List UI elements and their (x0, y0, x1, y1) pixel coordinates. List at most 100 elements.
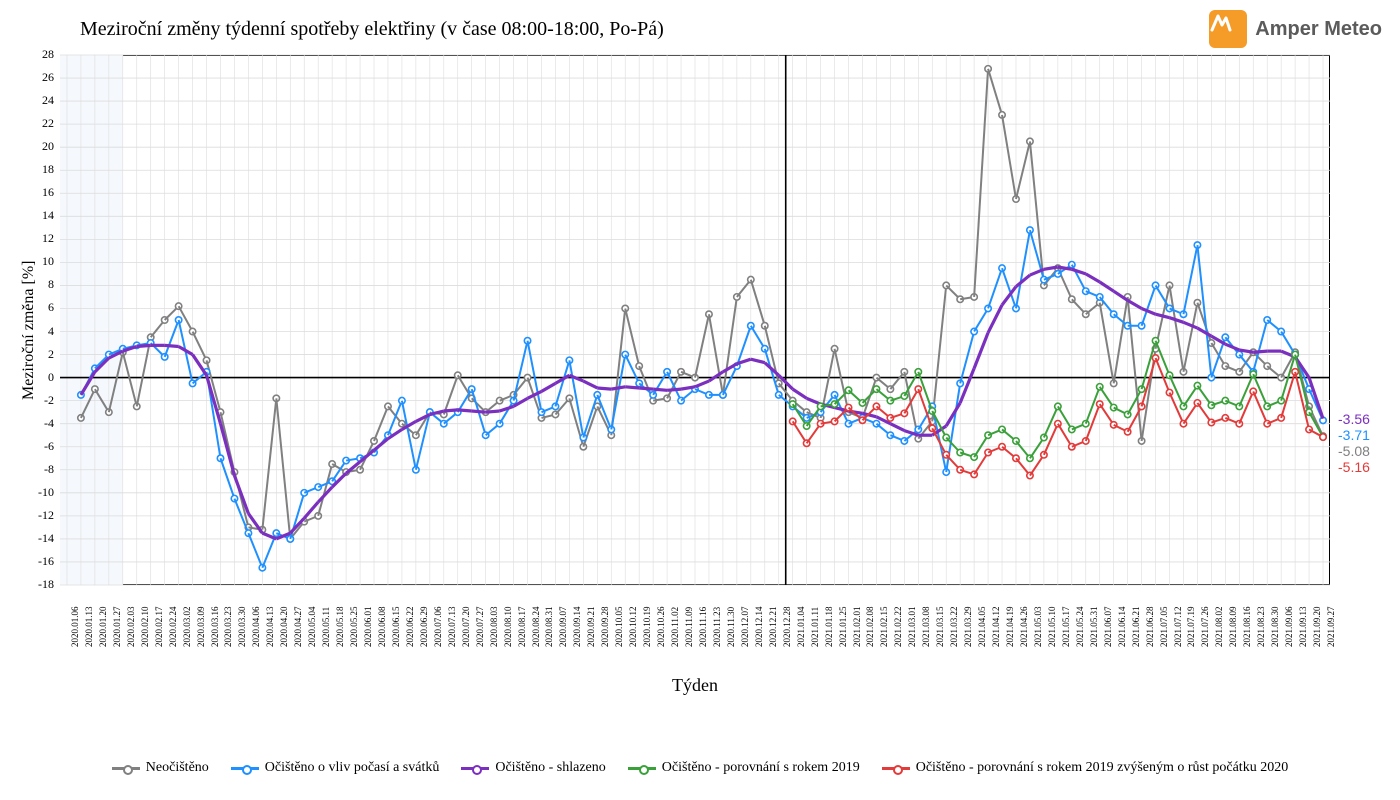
y-tick: 18 (24, 162, 54, 177)
x-tick: 2021.09.13 (1298, 607, 1308, 648)
x-tick: 2020.03.30 (237, 607, 247, 648)
x-tick: 2020.10.12 (628, 607, 638, 648)
x-tick: 2020.04.13 (265, 607, 275, 648)
x-tick: 2020.03.16 (210, 607, 220, 648)
x-tick: 2021.01.04 (796, 607, 806, 648)
x-tick: 2021.08.09 (1228, 607, 1238, 648)
x-tick: 2020.10.19 (642, 607, 652, 648)
x-tick: 2021.09.20 (1312, 607, 1322, 648)
y-tick: -10 (24, 485, 54, 500)
x-tick: 2021.07.26 (1200, 607, 1210, 648)
x-tick: 2021.03.01 (907, 607, 917, 648)
legend-item: Neočištěno (112, 760, 209, 776)
x-tick: 2021.04.12 (991, 607, 1001, 648)
legend-item: Očištěno o vliv počasí a svátků (231, 760, 440, 776)
x-tick: 2020.05.04 (307, 607, 317, 648)
x-tick: 2021.06.21 (1131, 607, 1141, 648)
x-tick: 2021.08.02 (1214, 607, 1224, 648)
x-tick: 2020.11.23 (712, 607, 722, 647)
x-tick: 2021.05.31 (1089, 607, 1099, 648)
x-tick: 2020.12.28 (782, 607, 792, 648)
x-tick: 2020.11.09 (684, 607, 694, 647)
x-tick: 2020.02.17 (154, 607, 164, 648)
y-tick: -4 (24, 416, 54, 431)
x-tick: 2021.05.24 (1075, 607, 1085, 648)
x-tick: 2020.05.18 (335, 607, 345, 648)
x-tick: 2021.06.14 (1117, 607, 1127, 648)
x-tick: 2021.01.11 (810, 607, 820, 647)
y-tick: 8 (24, 277, 54, 292)
x-tick: 2021.05.10 (1047, 607, 1057, 648)
y-tick: -12 (24, 508, 54, 523)
x-tick: 2020.02.03 (126, 607, 136, 648)
series-end-label: -5.08 (1338, 443, 1370, 459)
x-tick: 2021.06.07 (1103, 607, 1113, 648)
legend-swatch (231, 763, 259, 773)
series-end-label: -3.71 (1338, 427, 1370, 443)
y-tick: 10 (24, 254, 54, 269)
x-tick: 2020.09.21 (586, 607, 596, 648)
x-tick: 2021.05.03 (1033, 607, 1043, 648)
y-tick: 20 (24, 139, 54, 154)
x-tick: 2020.11.16 (698, 607, 708, 647)
series-end-label: -3.56 (1338, 411, 1370, 427)
x-tick: 2020.02.24 (168, 607, 178, 648)
x-tick: 2020.02.10 (140, 607, 150, 648)
y-tick: 26 (24, 70, 54, 85)
x-tick: 2020.05.11 (321, 607, 331, 647)
chart-legend: Neočištěno Očištěno o vliv počasí a svátk… (0, 760, 1400, 776)
x-tick: 2021.06.28 (1145, 607, 1155, 648)
series-end-label: -5.16 (1338, 459, 1370, 475)
x-tick: 2021.02.08 (865, 607, 875, 648)
y-tick: 28 (24, 47, 54, 62)
x-tick: 2020.08.24 (531, 607, 541, 648)
y-tick: -8 (24, 462, 54, 477)
x-tick: 2020.08.10 (503, 607, 513, 648)
chart-container: Meziroční změny týdenní spotřeby elektři… (0, 0, 1400, 800)
legend-label: Očištěno - porovnání s rokem 2019 (662, 760, 860, 776)
x-tick: 2020.01.06 (70, 607, 80, 648)
x-tick: 2020.09.28 (600, 607, 610, 648)
x-tick: 2021.07.19 (1186, 607, 1196, 648)
x-tick: 2020.09.07 (558, 607, 568, 648)
x-tick: 2020.05.25 (349, 607, 359, 648)
x-tick: 2020.06.01 (363, 607, 373, 648)
x-tick: 2020.06.08 (377, 607, 387, 648)
x-tick: 2020.10.05 (614, 607, 624, 648)
x-tick: 2021.04.19 (1005, 607, 1015, 648)
x-tick: 2020.06.15 (391, 607, 401, 648)
x-tick: 2021.03.15 (935, 607, 945, 648)
legend-label: Neočištěno (146, 760, 209, 776)
x-tick: 2020.12.07 (740, 607, 750, 648)
x-tick: 2020.01.13 (84, 607, 94, 648)
legend-swatch (628, 763, 656, 773)
y-tick: 4 (24, 324, 54, 339)
y-tick: -16 (24, 554, 54, 569)
x-tick: 2021.02.15 (879, 607, 889, 648)
legend-swatch (112, 763, 140, 773)
x-axis-title: Týden (595, 675, 795, 696)
x-tick: 2021.07.12 (1173, 607, 1183, 648)
x-tick: 2021.09.06 (1284, 607, 1294, 648)
legend-label: Očištěno - shlazeno (495, 760, 605, 776)
x-tick: 2020.12.21 (768, 607, 778, 648)
x-tick: 2020.08.17 (517, 607, 527, 648)
x-tick: 2020.07.20 (461, 607, 471, 648)
x-tick: 2020.07.27 (475, 607, 485, 648)
x-tick: 2021.08.23 (1256, 607, 1266, 648)
x-tick: 2020.11.02 (670, 607, 680, 647)
x-tick: 2021.04.05 (977, 607, 987, 648)
x-tick: 2020.09.14 (572, 607, 582, 648)
y-tick: -2 (24, 393, 54, 408)
x-tick: 2021.03.22 (949, 607, 959, 648)
y-tick: 16 (24, 185, 54, 200)
x-tick: 2020.12.14 (754, 607, 764, 648)
x-tick: 2021.09.27 (1326, 607, 1336, 648)
x-tick: 2020.04.27 (293, 607, 303, 648)
x-tick: 2020.08.31 (544, 607, 554, 648)
x-tick: 2021.01.18 (824, 607, 834, 648)
y-tick: -18 (24, 577, 54, 592)
x-tick: 2021.08.30 (1270, 607, 1280, 648)
x-tick: 2020.07.06 (433, 607, 443, 648)
x-tick: 2020.10.26 (656, 607, 666, 648)
